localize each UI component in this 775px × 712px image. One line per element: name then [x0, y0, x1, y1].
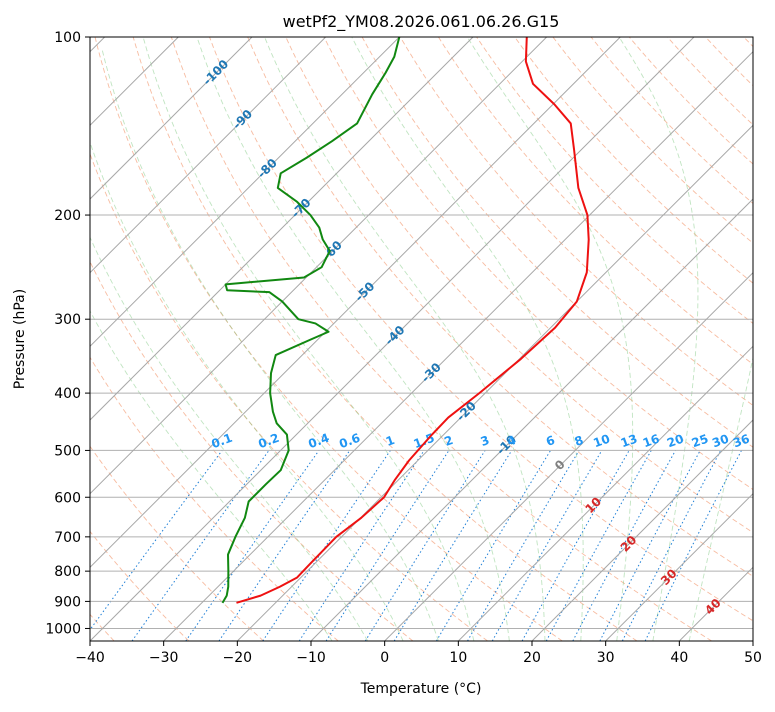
x-tick-label: −20: [223, 650, 253, 666]
y-tick-label: 200: [54, 208, 81, 224]
y-tick-label: 300: [54, 312, 81, 328]
y-tick-label: 100: [54, 30, 81, 46]
y-tick-label: 600: [54, 490, 81, 506]
y-tick-label: 700: [54, 530, 81, 546]
y-axis-label: Pressure (hPa): [12, 289, 28, 389]
x-tick-label: 50: [744, 650, 762, 666]
x-tick-label: −40: [75, 650, 105, 666]
y-tick-label: 500: [54, 443, 81, 459]
x-tick-label: −10: [296, 650, 326, 666]
x-tick-label: 30: [597, 650, 615, 666]
x-tick-label: 10: [449, 650, 467, 666]
y-tick-label: 800: [54, 564, 81, 580]
x-tick-label: 20: [523, 650, 541, 666]
chart-title: wetPf2_YM08.2026.061.06.26.G15: [283, 12, 560, 32]
x-axis-label: Temperature (°C): [360, 681, 482, 697]
x-tick-label: 40: [670, 650, 688, 666]
x-tick-label: 0: [380, 650, 389, 666]
x-tick-label: −30: [149, 650, 179, 666]
y-tick-label: 400: [54, 386, 81, 402]
y-tick-label: 900: [54, 594, 81, 610]
y-tick-label: 1000: [45, 621, 81, 637]
